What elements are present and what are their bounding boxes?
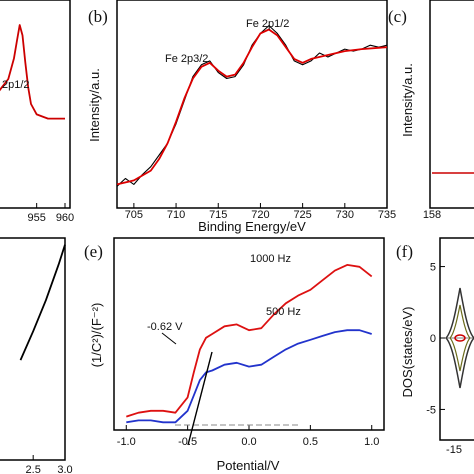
panel-e-annotation-1000hz: 1000 Hz: [250, 253, 291, 265]
panel-a-partial: 955 960 2p1/2: [0, 0, 74, 224]
panel-e-series-500-hz: [126, 329, 372, 424]
panel-e-xticks: -1.0 -0.5 0.0 0.5 1.0: [117, 425, 379, 448]
panel-b-letter: (b): [88, 7, 108, 26]
panel-e-arrow-shaft: [161, 332, 177, 345]
panel-b-xlabel: Binding Energy/eV: [198, 219, 306, 234]
panel-b-xtick-label: 705: [125, 209, 143, 221]
panel-a-xticks: 955 960: [27, 203, 74, 224]
panel-d-frame: [0, 237, 66, 461]
panel-c-xtick-label: 158: [423, 209, 441, 221]
panel-b-annotation-fe2p3: Fe 2p3/2: [165, 53, 208, 65]
panel-f-ticks: 5 0 -5 -15: [426, 262, 462, 456]
panel-d-xtick-label: 2.5: [26, 464, 41, 474]
panel-e-xlabel: Potential/V: [217, 458, 280, 473]
panel-d-xtick-label: 3.0: [57, 464, 72, 474]
panel-b-series-raw: [116, 25, 388, 187]
panel-b-annotation-fe2p1: Fe 2p1/2: [246, 18, 289, 30]
panel-a-xtick-label: 955: [27, 212, 45, 224]
panel-f-partial: (f) 5 0 -5 -15 DOS(states/eV): [396, 237, 474, 456]
panel-f-ytick-label: 0: [430, 333, 436, 345]
panel-e-letter: (e): [84, 242, 103, 261]
panel-f-ytick-label: -5: [426, 404, 436, 416]
panel-a-series: [0, 24, 65, 120]
panel-e: (e) -1.0 -0.5 0.0 0.5 1.0 1000 Hz 500 Hz -0.…: [84, 237, 385, 473]
panel-b-xtick-label: 725: [293, 209, 311, 221]
panel-f-letter: (f): [396, 242, 413, 261]
panel-b-series: [116, 25, 388, 187]
panel-b-xtick-label: 720: [251, 209, 269, 221]
panel-e-annotation-intercept: -0.62 V: [147, 321, 183, 333]
panel-f-marker: [454, 334, 466, 342]
panel-c-partial: (c) 158 Intensity/a.u.: [388, 0, 474, 221]
panel-b-xtick-label: 735: [378, 209, 396, 221]
panel-b-series-fit: [116, 28, 388, 186]
panel-b-xtick-label: 710: [167, 209, 185, 221]
panel-b-frame: [116, 0, 388, 209]
panel-b-xtick-label: 730: [336, 209, 354, 221]
panel-e-xtick-label: 1.0: [364, 436, 379, 448]
panel-a-annotation: 2p1/2: [2, 79, 30, 91]
panel-c-frame: [429, 0, 474, 209]
panel-b-xticks: 705 710 715 720 725 730 735: [125, 203, 396, 221]
panel-d-series-0: [19, 244, 66, 361]
panel-e-ylabel: (1/C²)/(F⁻²): [89, 303, 104, 368]
panel-f-ylabel: DOS(states/eV): [400, 306, 415, 397]
panel-e-xtick-label: -1.0: [117, 436, 136, 448]
panel-a-series-0: [0, 24, 65, 120]
panel-f-ytick-label: 5: [430, 262, 436, 274]
panel-b: (b) 705 710 715 720 725 730 735 Fe 2p3/2 Fe 2p…: [87, 0, 396, 234]
panel-f-xtick-label: -15: [446, 444, 462, 456]
panel-f-dos-curve-inner-upper: [449, 304, 471, 339]
panel-e-series-1000-hz: [126, 263, 373, 418]
panel-d-partial: 2.5 3.0: [0, 237, 73, 474]
panel-f-dos-curve-lower: [445, 337, 474, 389]
panel-e-xtick-label: 0.0: [241, 436, 256, 448]
panel-a-xtick-label: 960: [56, 212, 74, 224]
panel-b-ylabel: Intensity/a.u.: [87, 68, 102, 142]
panel-c-ylabel: Intensity/a.u.: [400, 63, 415, 137]
panel-c-xticks: 158: [423, 209, 441, 221]
panel-e-xtick-label: 0.5: [303, 436, 318, 448]
panel-e-annotation-500hz: 500 Hz: [266, 306, 301, 318]
panel-d-series: [19, 244, 66, 361]
panel-a-frame: [0, 0, 71, 209]
panel-f-dos-curve-upper: [445, 287, 474, 339]
panel-c-letter: (c): [388, 7, 407, 26]
panel-e-series: [126, 263, 373, 424]
panel-d-xticks: 2.5 3.0: [26, 455, 73, 474]
panel-e-xtick-label: -0.5: [178, 436, 197, 448]
panel-f-frame: [439, 237, 474, 441]
panel-e-tangent-line: [187, 351, 213, 446]
panel-f-dos-curve-inner-lower: [449, 337, 471, 372]
panel-b-xtick-label: 715: [209, 209, 227, 221]
